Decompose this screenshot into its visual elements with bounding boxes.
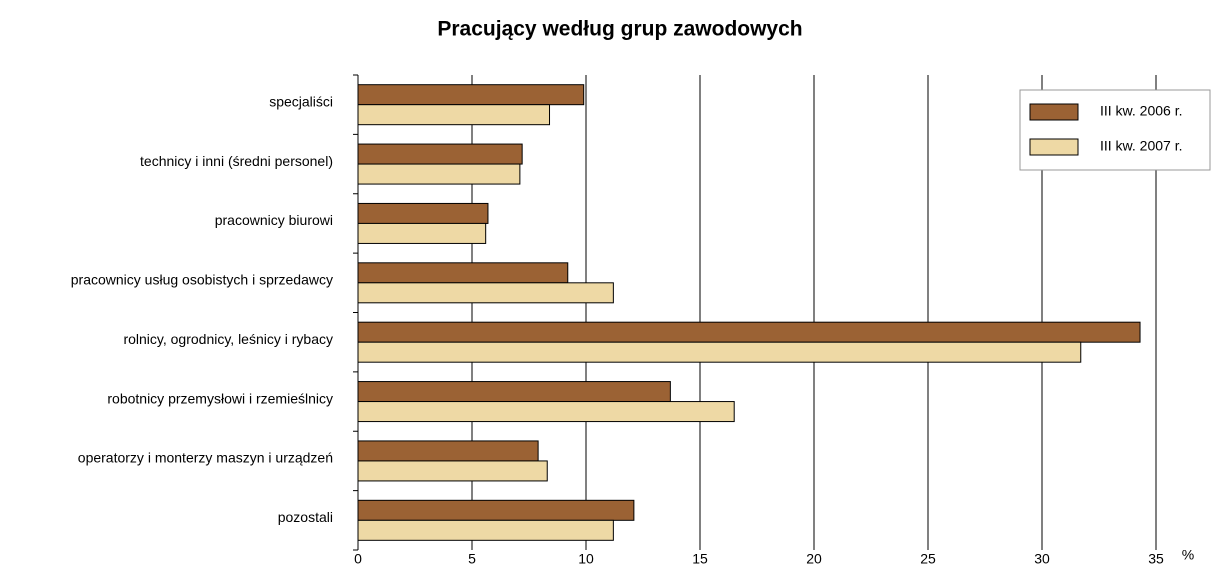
x-tick-label: 30 [1034,551,1050,566]
bar [357,104,551,126]
y-tick-label: pozostali [278,509,333,525]
bar [357,460,548,482]
x-tick-label: 35 [1148,551,1164,566]
legend-box [1019,89,1211,171]
x-tick-label: 25 [920,551,936,566]
bar [357,163,521,185]
bar [357,321,1141,343]
x-tick-label: 5 [468,551,476,566]
y-tick-label: specjaliści [269,93,333,109]
x-tick-label: 20 [806,551,822,566]
x-tick-label: 0 [354,551,362,566]
bar [357,440,539,462]
x-tick-label: 10 [578,551,594,566]
y-tick-label: technicy i inni (średni personel) [140,153,333,169]
bar [357,202,489,224]
legend-label: III kw. 2007 r. [1100,138,1183,154]
y-tick-label: robotnicy przemysłowi i rzemieślnicy [107,390,333,406]
bar [357,381,671,403]
y-tick-label: operatorzy i monterzy maszyn i urządzeń [78,450,333,466]
bar [357,282,614,304]
bar [357,262,569,284]
bar [357,222,487,244]
bar [357,341,1082,363]
legend-label: III kw. 2006 r. [1100,103,1183,119]
legend-swatch [1029,138,1079,156]
bar [357,84,585,106]
bar [357,401,735,423]
legend-swatch [1029,103,1079,121]
x-unit: % [1182,547,1194,563]
y-tick-label: rolnicy, ogrodnicy, leśnicy i rybacy [123,331,333,347]
x-tick-label: 15 [692,551,708,566]
y-tick-label: pracownicy biurowi [215,212,333,228]
bar [357,519,614,541]
y-tick-label: pracownicy usług osobistych i sprzedawcy [71,272,333,288]
chart-title: Pracujący według grup zawodowych [437,18,802,41]
bar [357,499,635,521]
bar [357,143,523,165]
